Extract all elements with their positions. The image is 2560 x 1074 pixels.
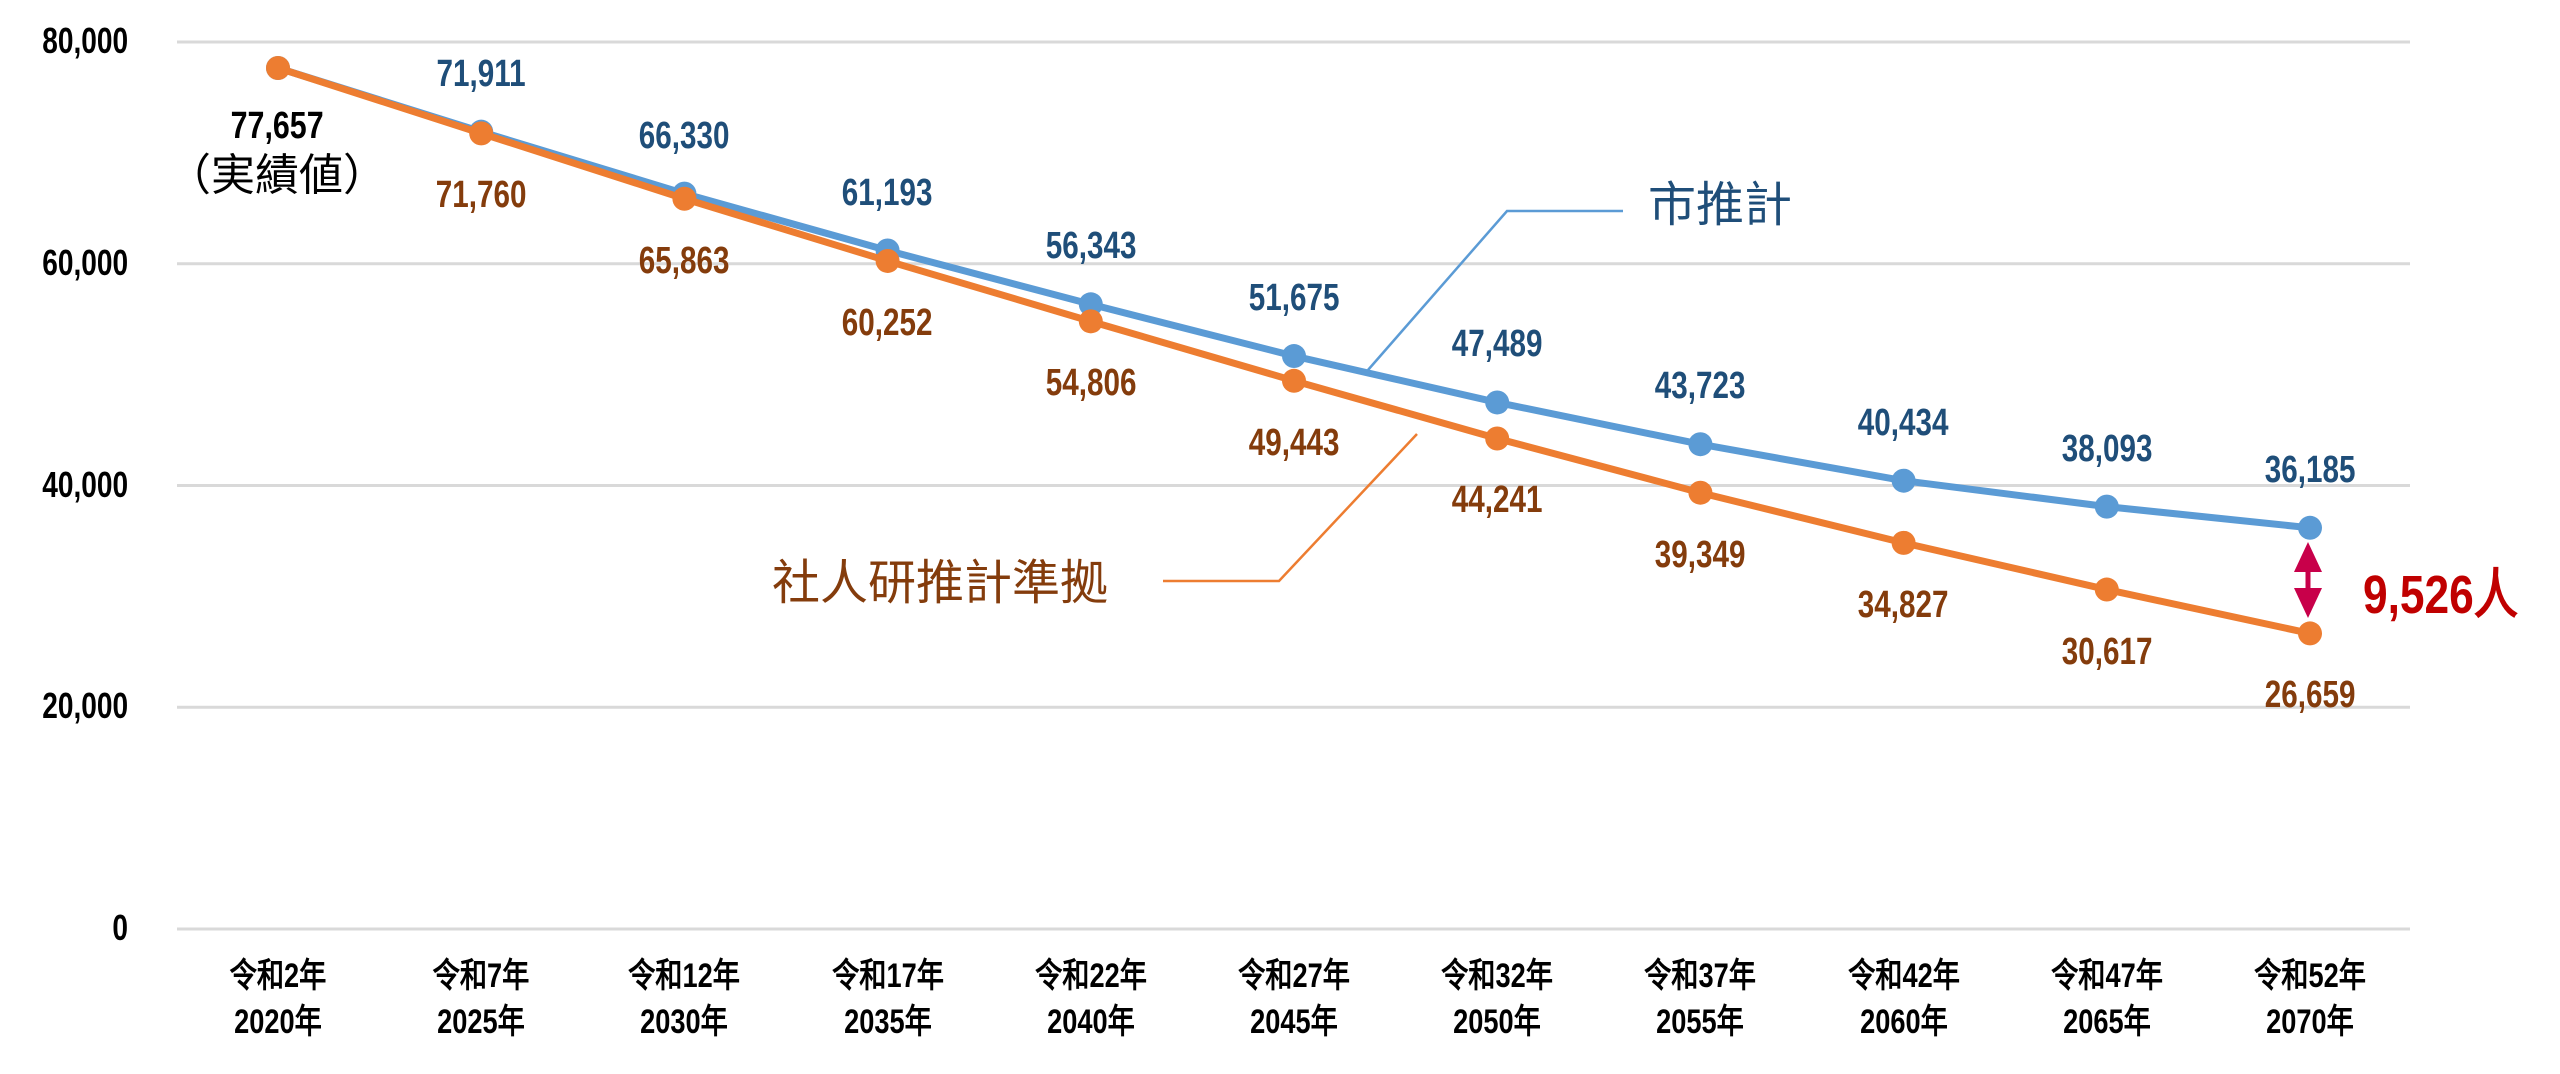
y-axis-tick-label: 40,000: [42, 463, 128, 505]
ipss-data-point: [1891, 530, 1916, 555]
city-data-point: [1078, 292, 1103, 317]
arrow-down-head-icon: [2294, 588, 2322, 618]
ipss-data-label: 49,443: [1248, 421, 1340, 464]
city-data-label: 71,911: [436, 52, 526, 95]
y-axis-tick-label: 80,000: [42, 20, 128, 61]
city-data-label: 66,330: [639, 114, 730, 157]
x-axis-category-label: 令和7年 2025年: [432, 957, 530, 1041]
city-data-label: 43,723: [1655, 365, 1746, 408]
x-axis-category-label: 令和32年 2050年: [1441, 957, 1554, 1041]
ipss-data-point: [2298, 621, 2322, 646]
ipss-data-point: [1282, 368, 1306, 393]
x-axis-category-label: 令和17年 2035年: [831, 957, 944, 1041]
ipss-data-label: 65,863: [639, 239, 730, 282]
x-axis-category-label: 令和37年 2055年: [1644, 957, 1757, 1041]
ipss-data-point: [266, 55, 290, 80]
city-data-point: [1485, 390, 1510, 415]
actual-note: （実績値）: [167, 151, 387, 200]
x-axis-category-label: 令和12年 2030年: [628, 957, 741, 1041]
arrow-up-head-icon: [2294, 542, 2322, 572]
legend-ipss-estimate: 社人研推計準拠: [772, 558, 1108, 610]
ipss-data-label: 26,659: [2264, 674, 2356, 717]
legend-leader-line-city: [1367, 209, 1623, 371]
city-data-label: 51,675: [1248, 277, 1340, 320]
ipss-data-point: [672, 186, 697, 211]
city-data-label: 56,343: [1045, 225, 1137, 268]
ipss-data-point: [1485, 426, 1510, 451]
y-axis-tick-label: 20,000: [42, 685, 128, 727]
x-axis-category-label: 令和22年 2040年: [1034, 957, 1147, 1041]
x-axis-category-label: 令和2年 2020年: [229, 957, 327, 1041]
city-data-point: [1282, 344, 1306, 369]
ipss-data-point: [1688, 480, 1713, 505]
ipss-data-label: 44,241: [1451, 479, 1543, 522]
legend-city-estimate: 市推計: [1648, 180, 1792, 232]
difference-label: 9,526人: [2363, 550, 2552, 629]
city-data-label: 47,489: [1451, 323, 1543, 366]
ipss-data-label: 54,806: [1045, 362, 1137, 405]
city-data-point: [2094, 494, 2119, 519]
y-axis-tick-label: 60,000: [42, 241, 128, 283]
x-axis-category-label: 令和47年 2065年: [2050, 957, 2163, 1041]
ipss-data-label: 30,617: [2061, 630, 2153, 673]
ipss-data-label: 39,349: [1655, 533, 1746, 576]
ipss-data-label: 60,252: [842, 301, 933, 344]
actual-value: 77,657: [230, 105, 324, 147]
ipss-data-point: [875, 248, 900, 273]
x-axis-category-label: 令和52年 2070年: [2254, 957, 2366, 1041]
ipss-data-label: 34,827: [1858, 583, 1949, 626]
ipss-data-point: [1078, 309, 1103, 334]
x-axis-category-label: 令和42年 2060年: [1847, 957, 1960, 1041]
legend-city-label: 市推計: [1648, 179, 1793, 232]
city-data-label: 40,434: [1858, 401, 1949, 444]
city-data-point: [2298, 515, 2322, 540]
ipss-data-label: 71,760: [435, 174, 527, 217]
ipss-data-point: [2094, 577, 2119, 602]
ipss-data-point: [469, 121, 494, 146]
legend-leader-line-ipss: [1163, 433, 1418, 583]
actual-value-label: 77,657 （実績値）: [157, 104, 397, 204]
x-axis-category-label: 令和27年 2045年: [1238, 957, 1350, 1041]
city-data-label: 61,193: [842, 171, 933, 214]
legend-ipss-label: 社人研推計準拠: [772, 557, 1109, 610]
y-axis-tick-label: 0: [112, 907, 128, 948]
city-data-point: [1891, 468, 1916, 493]
city-data-point: [1688, 432, 1713, 457]
city-data-label: 38,093: [2061, 427, 2153, 470]
difference-value: 9,526人: [2363, 565, 2519, 625]
city-data-label: 36,185: [2264, 448, 2356, 491]
